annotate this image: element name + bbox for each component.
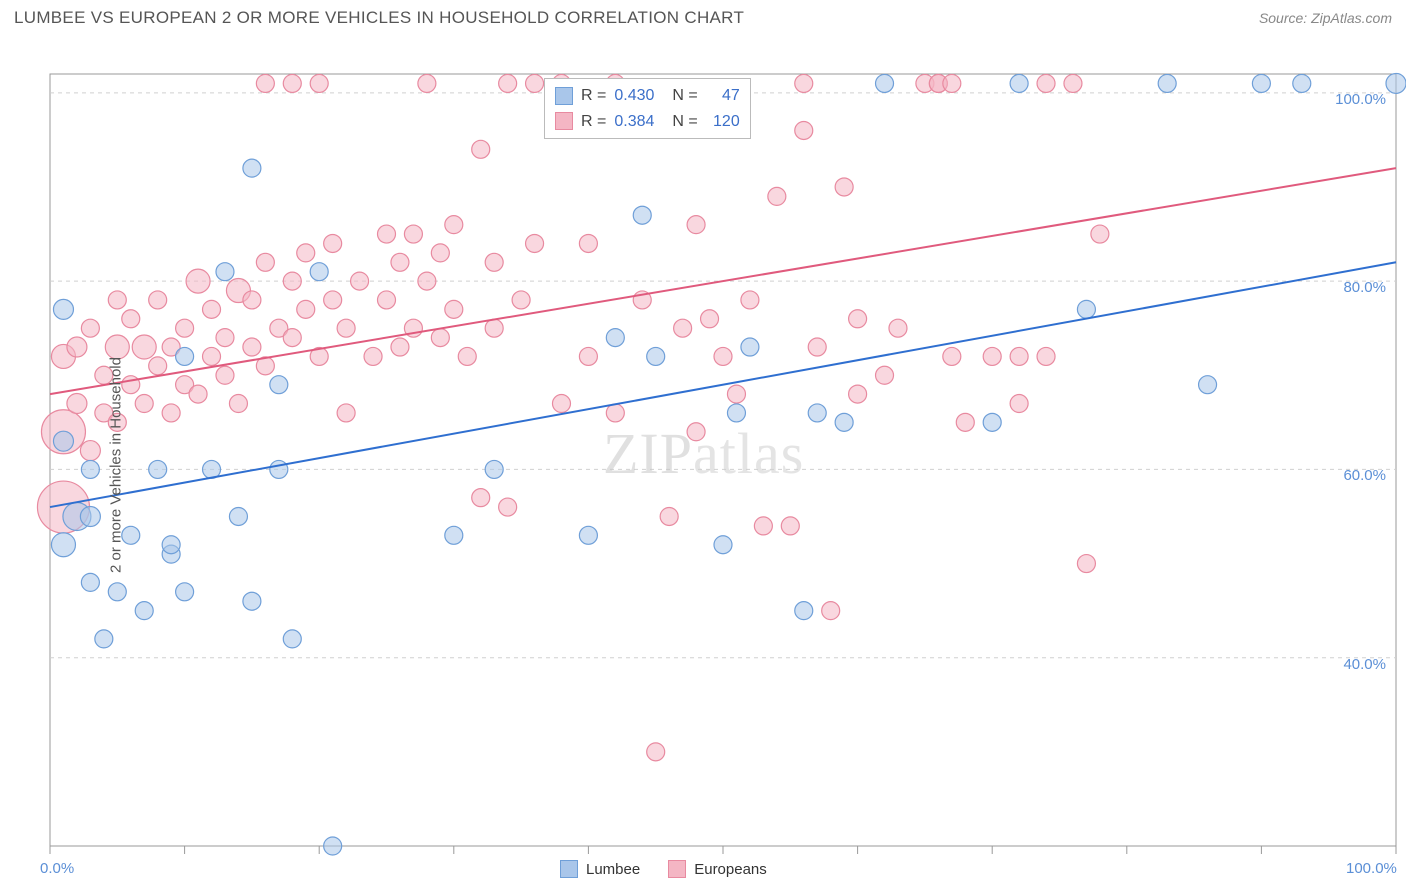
y-axis-label: 2 or more Vehicles in Household — [107, 357, 124, 573]
scatter-plot — [0, 34, 1406, 896]
stats-r-value-lumbee: 0.430 — [614, 83, 654, 109]
chart-title: LUMBEE VS EUROPEAN 2 OR MORE VEHICLES IN… — [14, 8, 744, 28]
legend-label-europeans: Europeans — [694, 861, 767, 878]
x-tick-label: 0.0% — [40, 860, 74, 877]
swatch-lumbee — [560, 860, 578, 878]
swatch-lumbee — [555, 87, 573, 105]
y-tick-label: 80.0% — [1343, 279, 1386, 296]
y-tick-label: 60.0% — [1343, 467, 1386, 484]
stats-n-value-lumbee: 47 — [706, 83, 740, 109]
legend-item-europeans: Europeans — [668, 860, 767, 878]
legend-bottom: Lumbee Europeans — [560, 860, 767, 878]
stats-legend-box: R = 0.430 N = 47 R = 0.384 N = 120 — [544, 78, 751, 139]
plot-wrapper: 2 or more Vehicles in Household R = 0.43… — [0, 34, 1406, 896]
stats-r-label: R = — [581, 109, 606, 135]
stats-row-lumbee: R = 0.430 N = 47 — [555, 83, 740, 109]
stats-n-label: N = — [672, 109, 697, 135]
legend-item-lumbee: Lumbee — [560, 860, 640, 878]
x-tick-label: 100.0% — [1346, 860, 1397, 877]
y-tick-label: 40.0% — [1343, 656, 1386, 673]
swatch-europeans — [555, 112, 573, 130]
swatch-europeans — [668, 860, 686, 878]
stats-n-label: N = — [672, 83, 697, 109]
y-tick-label: 100.0% — [1335, 91, 1386, 108]
stats-row-europeans: R = 0.384 N = 120 — [555, 109, 740, 135]
stats-r-value-europeans: 0.384 — [614, 109, 654, 135]
legend-label-lumbee: Lumbee — [586, 861, 640, 878]
stats-r-label: R = — [581, 83, 606, 109]
source-attribution: Source: ZipAtlas.com — [1259, 10, 1392, 26]
stats-n-value-europeans: 120 — [706, 109, 740, 135]
